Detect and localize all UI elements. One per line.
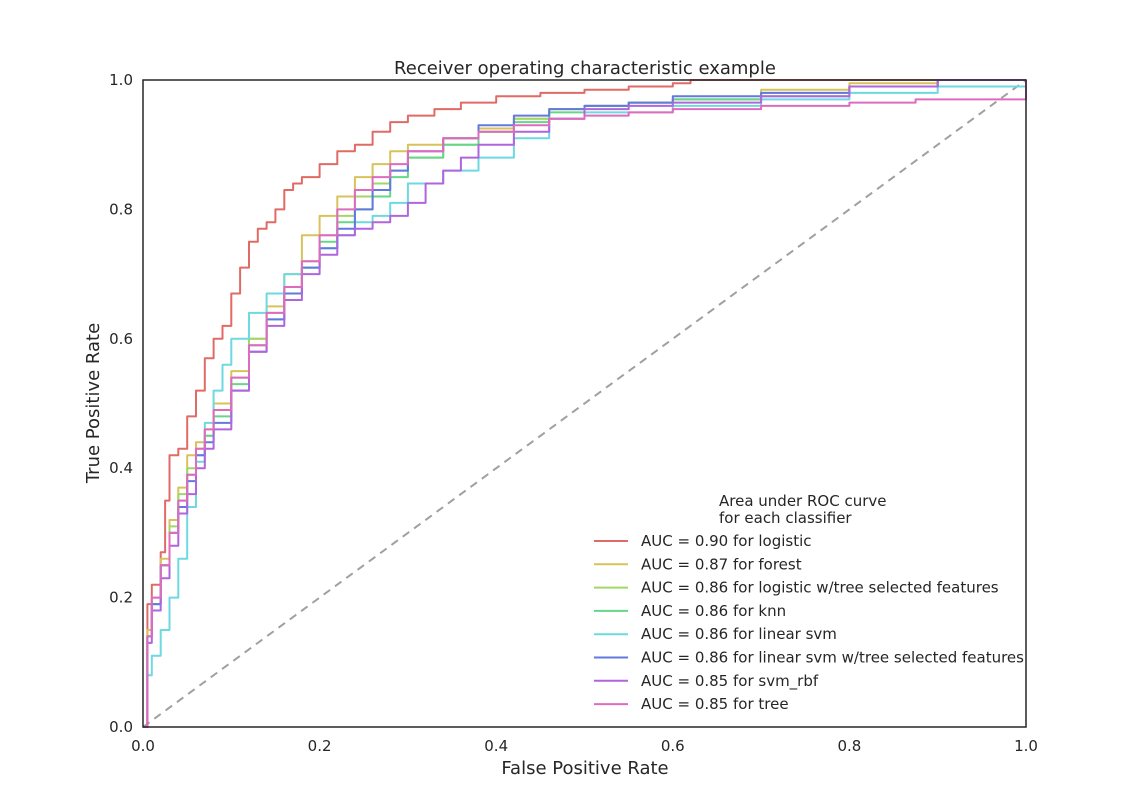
roc-curve-8: [143, 80, 1027, 728]
legend: Area under ROC curve for each classifier…: [594, 492, 1024, 713]
legend-items: AUC = 0.90 for logistic AUC = 0.87 for fo…: [594, 532, 1024, 713]
plot-frame: [142, 79, 1027, 728]
legend-title-line2: for each classifier: [719, 509, 852, 527]
y-tick-label: 0.6: [109, 330, 133, 348]
legend-label: AUC = 0.85 for svm_rbf: [641, 672, 819, 691]
diagonal-reference-line: [142, 79, 1027, 728]
x-tick-label: 1.0: [1014, 737, 1038, 755]
legend-label: AUC = 0.86 for knn: [641, 602, 786, 620]
x-tick-label: 0.2: [308, 737, 332, 755]
x-tick-label: 0.6: [661, 737, 685, 755]
y-tick-label: 1.0: [109, 71, 133, 89]
x-axis-label: False Positive Rate: [501, 758, 668, 779]
y-tick-label: 0.8: [109, 200, 133, 218]
x-tick-label: 0.4: [484, 737, 508, 755]
legend-label: AUC = 0.85 for tree: [641, 695, 789, 713]
x-tick-label: 0.8: [837, 737, 861, 755]
x-tick-label: 0.0: [131, 737, 155, 755]
legend-label: AUC = 0.86 for linear svm w/tree selecte…: [641, 649, 1024, 667]
legend-label: AUC = 0.86 for linear svm: [641, 625, 837, 643]
roc-curve-7: [143, 79, 1026, 728]
y-tick-label: 0.4: [109, 459, 133, 477]
legend-label: AUC = 0.86 for logistic w/tree selected …: [641, 579, 999, 597]
legend-label: AUC = 0.87 for forest: [641, 555, 802, 573]
roc-curve-1: [143, 79, 1026, 728]
chart-title: Receiver operating characteristic exampl…: [394, 58, 776, 79]
legend-title-line1: Area under ROC curve: [719, 492, 886, 510]
y-tick-label: 0.2: [109, 589, 133, 607]
y-tick-label: 0.0: [109, 718, 133, 736]
legend-label: AUC = 0.90 for logistic: [641, 532, 812, 550]
axis-ticks: 0.0 0.2 0.4 0.6 0.8 1.0 0.0 0.2 0.4 0.6 0.8 1.0: [109, 71, 1038, 755]
roc-curve-6: [143, 79, 1026, 728]
roc-curves: [143, 79, 1027, 728]
y-axis-label: True Positive Rate: [83, 323, 104, 484]
